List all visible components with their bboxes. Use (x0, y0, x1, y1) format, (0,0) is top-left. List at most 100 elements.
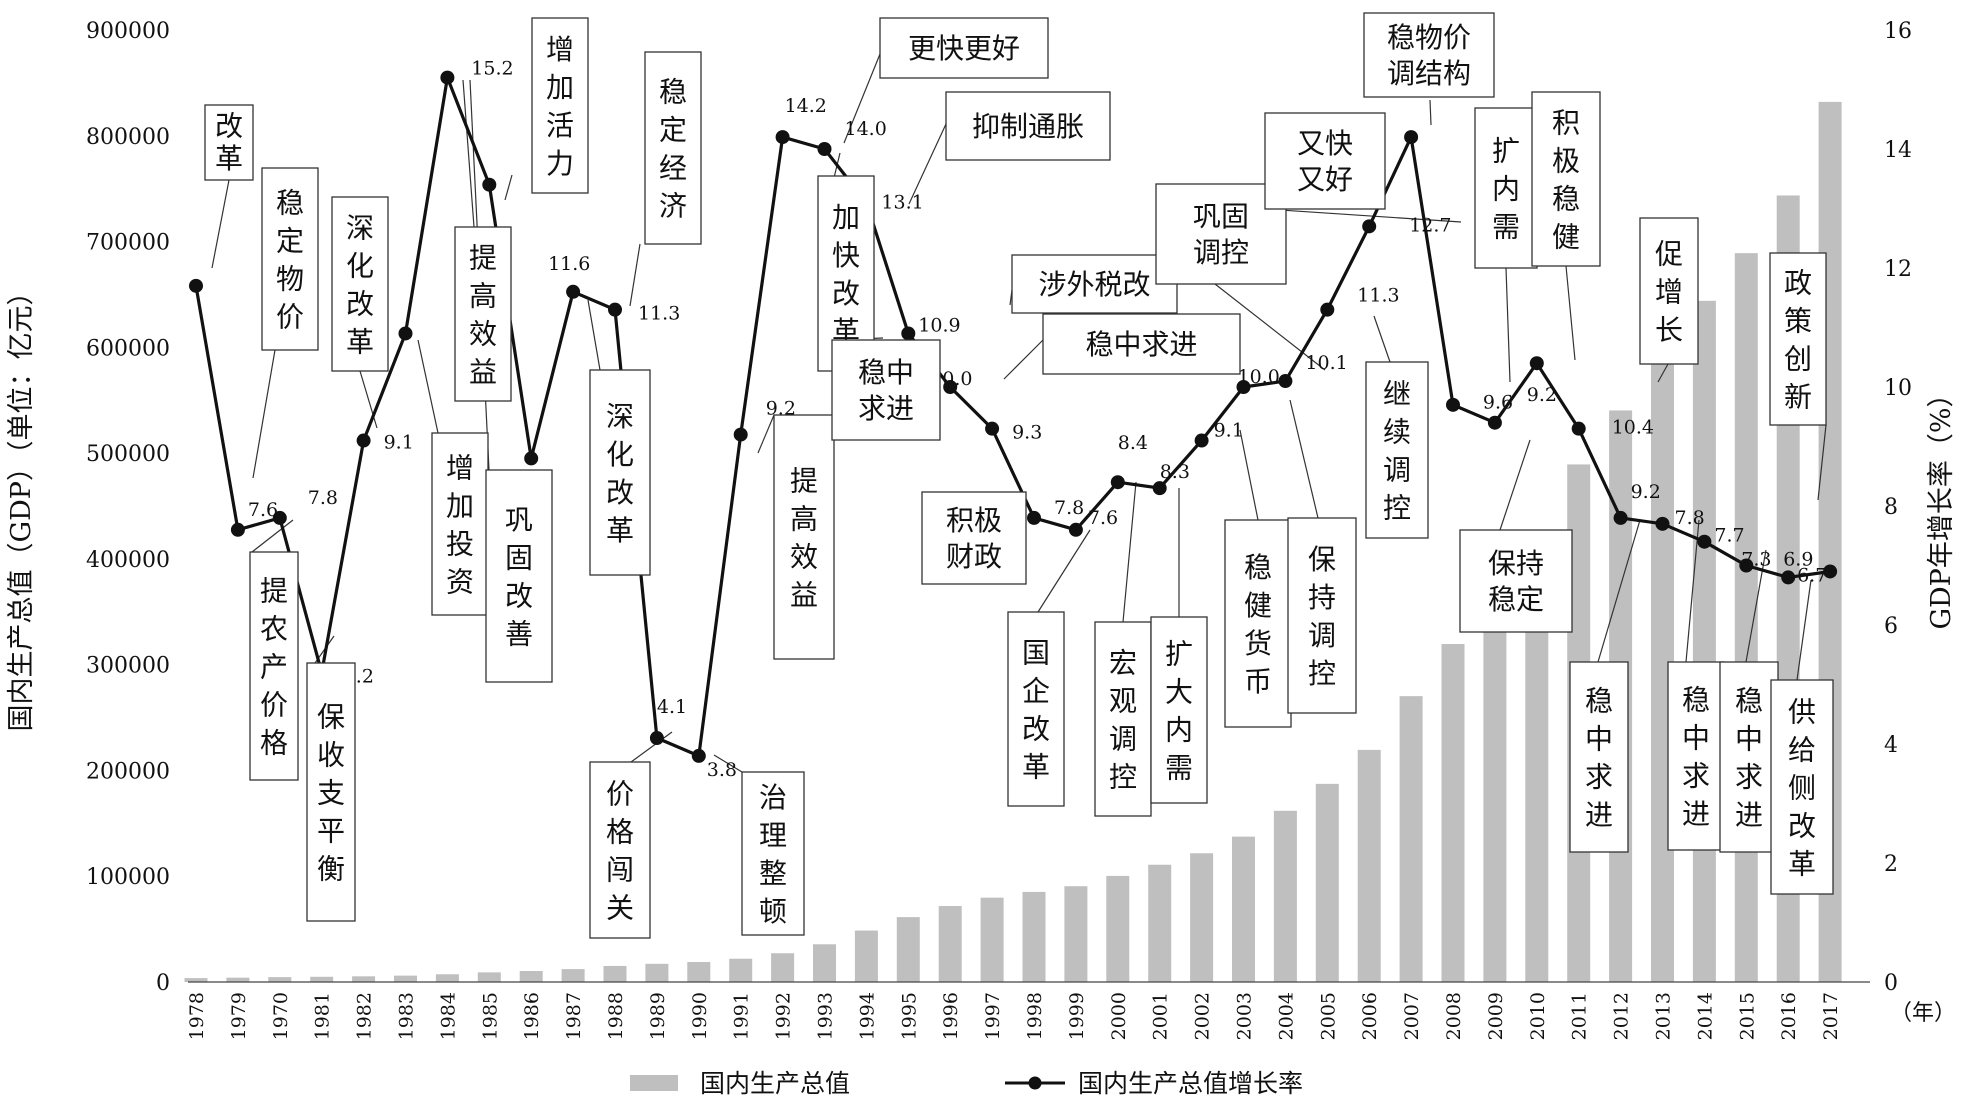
x-tick-1991: 1991 (731, 992, 753, 1040)
annotation-box: 提高效益 (773, 414, 835, 660)
x-tick-1979: 1979 (228, 992, 250, 1040)
gdp-bar-1996 (938, 906, 962, 982)
gdp-bar-1978 (184, 978, 208, 982)
growth-label-2013: 7.8 (1675, 507, 1705, 529)
gdp-bar-1982 (352, 976, 376, 982)
gdp-bar-2000 (1106, 875, 1130, 982)
annotation-box: 深化改革 (589, 369, 651, 576)
annotation-box: 价格闯关 (589, 761, 651, 939)
annotation-frame (817, 175, 875, 372)
y-right-tick: 10 (1884, 376, 1912, 401)
annotation-box: 深化改革 (331, 196, 389, 372)
y-right-tick: 4 (1884, 733, 1898, 758)
growth-label-1987: 11.6 (548, 253, 590, 275)
annotation-leader (1214, 283, 1326, 371)
annotation-box: 继续调控 (1365, 361, 1429, 539)
growth-point-2001 (1152, 481, 1167, 496)
annotation-box: 国企改革 (1007, 611, 1065, 807)
annotation-text: 增加活力 (546, 33, 574, 180)
annotation-text: 改革 (215, 109, 243, 175)
x-tick-1981: 1981 (312, 992, 334, 1040)
y-left-tick: 100000 (86, 865, 170, 890)
growth-point-2015 (1739, 558, 1754, 573)
x-tick-1996: 1996 (940, 992, 962, 1040)
annotation-leader (1037, 529, 1091, 613)
annotation-leader (908, 123, 947, 205)
x-tick-1989: 1989 (647, 992, 669, 1040)
gdp-bar-2004 (1273, 810, 1297, 982)
annotation-box: 增加投资 (431, 432, 489, 616)
annotation-frame (1150, 616, 1208, 804)
legend-bar-label: 国内生产总值 (700, 1069, 850, 1098)
annotation-box: 增加活力 (531, 17, 589, 194)
annotation-frame (1264, 112, 1386, 210)
growth-point-2007 (1404, 130, 1419, 145)
annotation-text: 稳定物价 (276, 187, 304, 334)
annotation-leader (629, 243, 641, 307)
growth-label-1996: 10.0 (930, 368, 972, 390)
annotation-box: 改革 (204, 104, 254, 181)
annotation-frame (1042, 313, 1241, 375)
growth-label-2009: 9.6 (1483, 392, 1513, 414)
annotation-text: 宏观调控 (1109, 647, 1137, 794)
annotation-text: 促增长 (1655, 238, 1683, 347)
x-tick-2002: 2002 (1192, 992, 1214, 1040)
annotation-text: 稳中求进 (1735, 685, 1763, 832)
growth-label-1989: 4.1 (657, 696, 687, 718)
x-tick-2008: 2008 (1443, 992, 1465, 1040)
annotation-text: 保持调控 (1308, 543, 1336, 690)
annotations: 改革稳定物价提农产价格保收支平衡深化改革增加投资提高效益巩固改善增加活力稳定经济… (204, 12, 1834, 939)
growth-label-2010: 9.2 (1527, 384, 1557, 406)
x-tick-1986: 1986 (521, 992, 543, 1040)
growth-label-2001: 8.3 (1160, 461, 1190, 483)
growth-label-2005: 11.3 (1357, 285, 1399, 307)
annotation-box: 抑制通胀 (945, 91, 1111, 161)
gdp-bar-2009 (1483, 612, 1507, 982)
x-tick-1987: 1987 (563, 992, 585, 1040)
gdp-bar-2006 (1357, 749, 1381, 982)
x-tick-1982: 1982 (354, 992, 376, 1040)
annotation-box: 促增长 (1639, 217, 1699, 365)
y-left-tick: 200000 (86, 759, 170, 784)
growth-label-2003: 10.0 (1238, 366, 1280, 388)
gdp-bar-1994 (854, 930, 878, 982)
x-tick-1988: 1988 (605, 992, 627, 1040)
growth-point-2000 (1110, 475, 1125, 490)
annotation-text: 供给侧改革 (1788, 696, 1816, 881)
growth-point-1993 (817, 142, 832, 156)
y-left-tick: 700000 (86, 231, 170, 256)
annotation-text: 抑制通胀 (972, 110, 1084, 143)
y-left-tick: 400000 (86, 548, 170, 573)
annotation-box: 稳中求进 (1042, 313, 1241, 375)
y-right-tick: 12 (1884, 257, 1912, 282)
growth-point-1985 (482, 177, 497, 192)
growth-label-1988: 11.3 (638, 303, 680, 325)
legend-line-marker (1028, 1076, 1042, 1090)
annotation-box: 稳中求进 (831, 339, 941, 441)
y-left-tick: 500000 (86, 442, 170, 467)
gdp-bar-2008 (1441, 644, 1465, 982)
gdp-bar-2007 (1399, 696, 1423, 982)
annotation-frame (1365, 361, 1429, 539)
annotation-frame (485, 469, 553, 683)
annotation-text: 政策创新 (1784, 267, 1812, 414)
annotation-text: 深化改革 (606, 400, 634, 547)
annotation-frame (1287, 517, 1357, 714)
growth-point-1978 (189, 278, 203, 293)
growth-point-2016 (1781, 570, 1796, 585)
x-tick-1998: 1998 (1024, 992, 1046, 1040)
gdp-bar-1979 (226, 977, 250, 982)
x-tick-2013: 2013 (1653, 992, 1675, 1040)
growth-point-1984 (440, 70, 455, 85)
annotation-text: 提高效益 (469, 242, 497, 389)
annotation-box: 稳中求进 (1569, 661, 1629, 853)
annotation-leader (1373, 315, 1391, 363)
growth-label-1999: 7.6 (1088, 507, 1118, 529)
annotation-text: 提农产价格 (260, 575, 288, 760)
annotation-box: 稳中求进 (1719, 661, 1779, 853)
x-tick-2016: 2016 (1778, 992, 1800, 1040)
annotation-leader (211, 179, 230, 269)
gdp-bar-1970 (268, 977, 292, 982)
gdp-bar-2001 (1148, 864, 1172, 982)
